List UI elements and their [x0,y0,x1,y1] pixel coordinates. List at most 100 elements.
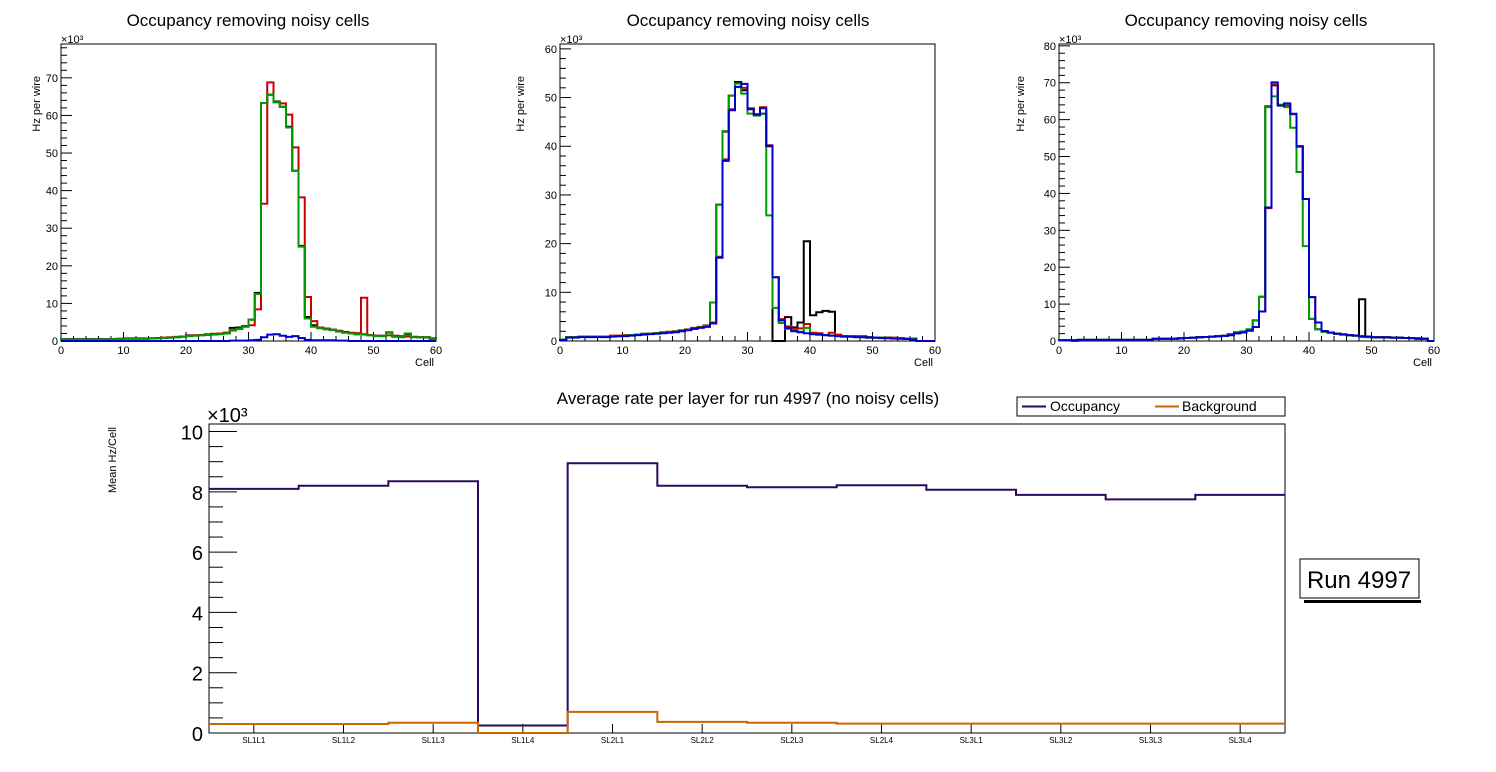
x-tick-label: 20 [679,345,691,357]
x-tick-label: 0 [557,345,563,357]
x-tick-label: 30 [1240,345,1252,357]
histogram-panel-3: Occupancy removing noisy cells 0 10 20 30 40 5… [1015,11,1440,369]
y-tick-label: 2 [192,664,203,686]
chart-title: Occupancy removing noisy cells [127,11,370,30]
series-line-black [559,80,935,342]
chart-title: Average rate per layer for run 4997 (no … [557,389,939,408]
series-line-black [1058,84,1434,342]
y-tick-label: 70 [1044,78,1056,90]
y-tick-label: 60 [1044,115,1056,127]
y-tick-label: 20 [545,239,557,251]
y-tick-label: 30 [46,223,58,235]
x-tick-label: 50 [1365,345,1377,357]
chart-title: Occupancy removing noisy cells [627,11,870,30]
y-tick-label: 4 [192,603,203,625]
series-line-background [209,710,1285,734]
x-category-label: SL2L3 [780,736,804,745]
legend-label: Occupancy [1050,398,1120,414]
y-tick-label: 6 [192,543,203,565]
x-category-label: SL2L2 [691,736,715,745]
y-axis-label: Hz per wire [31,76,43,132]
series-line-red [559,85,935,342]
y-tick-label: 40 [46,186,58,198]
annotation-shadow [1304,600,1421,603]
y-tick-label: 0 [52,336,58,348]
x-tick-label: 0 [58,345,64,357]
x-category-label: SL1L3 [422,736,446,745]
x-category-label: SL3L4 [1229,736,1253,745]
x-tick-label: 60 [430,345,442,357]
y-multiplier-label: ×10³ [61,34,84,46]
annotation-text: Run 4997 [1307,567,1411,594]
x-category-label: SL1L1 [242,736,266,745]
legend-label: Background [1182,398,1257,414]
y-tick-label: 70 [46,73,58,85]
y-multiplier-label: ×10³ [207,405,248,427]
y-multiplier-label: ×10³ [1059,34,1082,46]
x-tick-label: 0 [1056,345,1062,357]
x-category-label: SL3L3 [1139,736,1163,745]
x-tick-label: 30 [242,345,254,357]
x-tick-label: 30 [741,345,753,357]
y-tick-label: 50 [46,148,58,160]
x-tick-label: 20 [1178,345,1190,357]
y-tick-label: 10 [1044,299,1056,311]
series-line-occupancy [209,462,1285,727]
x-tick-label: 60 [929,345,941,357]
x-category-label: SL3L1 [960,736,984,745]
y-axis-label: Mean Hz/Cell [107,427,119,493]
x-tick-label: 50 [367,345,379,357]
series-line-blue [61,333,436,342]
y-axis-label: Hz per wire [1015,76,1027,132]
x-tick-label: 40 [804,345,816,357]
chart-title: Occupancy removing noisy cells [1125,11,1368,30]
series-line-black [60,93,437,341]
series-line-green [1058,95,1434,342]
x-tick-label: 10 [1115,345,1127,357]
y-tick-label: 8 [192,483,203,505]
y-tick-label: 10 [46,298,58,310]
y-tick-label: 50 [1044,152,1056,164]
x-category-label: SL2L4 [870,736,894,745]
y-tick-label: 0 [192,724,203,746]
y-multiplier-label: ×10³ [560,34,583,46]
y-tick-label: 30 [545,190,557,202]
plot-frame [208,423,1286,734]
y-axis-label: Hz per wire [515,76,527,132]
y-tick-label: 20 [46,261,58,273]
y-tick-label: 40 [545,141,557,153]
series-line-blue [559,82,935,342]
y-tick-label: 0 [551,336,557,348]
series-line-green [60,93,437,341]
x-tick-label: 40 [305,345,317,357]
y-tick-label: 20 [1044,262,1056,274]
x-category-label: SL2L1 [601,736,625,745]
y-tick-label: 40 [1044,188,1056,200]
series-line-blue [1058,81,1434,342]
x-axis-label: Cell [914,357,933,369]
y-tick-label: 10 [545,287,557,299]
y-tick-label: 30 [1044,225,1056,237]
x-tick-label: 20 [180,345,192,357]
series-line-red [1058,83,1434,342]
plot-frame [1058,43,1435,342]
series-line-green [559,82,935,342]
histogram-panel-2: Occupancy removing noisy cells 0 10 20 30 40 5… [515,11,941,369]
x-tick-label: 10 [616,345,628,357]
x-tick-label: 60 [1428,345,1440,357]
y-tick-label: 0 [1050,336,1056,348]
x-tick-label: 10 [117,345,129,357]
x-category-label: SL1L2 [332,736,356,745]
y-tick-label: 60 [545,44,557,56]
run-annotation: Run 4997 [1299,558,1421,603]
y-tick-label: 60 [46,110,58,122]
plot-frame [60,43,437,342]
x-category-label: SL3L2 [1049,736,1073,745]
x-tick-label: 40 [1303,345,1315,357]
legend-box [1016,396,1286,417]
x-axis-label: Cell [415,357,434,369]
y-tick-label: 80 [1044,41,1056,53]
histogram-panel-1: Occupancy removing noisy cells 0 10 20 30 40 5… [31,11,442,369]
x-axis-label: Cell [1413,357,1432,369]
